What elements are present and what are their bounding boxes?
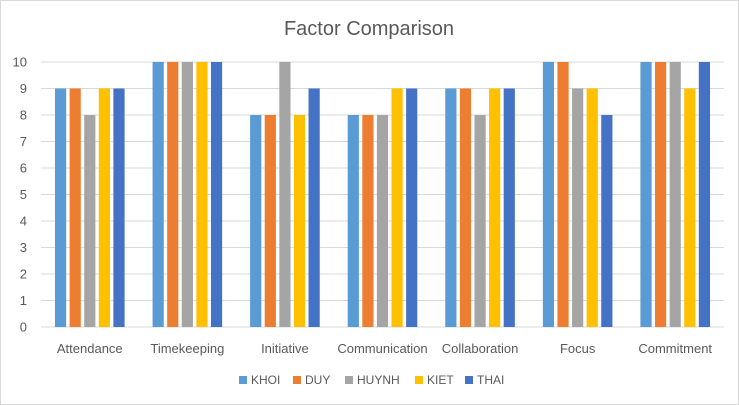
legend-label: THAI: [477, 373, 504, 387]
x-category-label: Focus: [560, 341, 596, 356]
bar-huynh-commitment: [669, 62, 681, 327]
legend-swatch: [293, 376, 301, 384]
x-category-label: Commitment: [638, 341, 712, 356]
chart-title: Factor Comparison: [284, 18, 454, 40]
bar-kiet-focus: [586, 88, 598, 327]
legend-swatch: [345, 376, 353, 384]
y-tick-label: 9: [20, 81, 27, 96]
x-category-label: Initiative: [261, 341, 309, 356]
legend-label: KIET: [427, 373, 454, 387]
bar-huynh-collaboration: [474, 115, 486, 327]
legend-swatch: [239, 376, 247, 384]
bar-duy-timekeeping: [167, 62, 179, 327]
legend-swatch: [415, 376, 423, 384]
bar-khoi-timekeeping: [152, 62, 164, 327]
bar-thai-communication: [406, 88, 418, 327]
bar-kiet-attendance: [98, 88, 110, 327]
bar-duy-initiative: [264, 115, 276, 327]
legend-label: KHOI: [251, 373, 280, 387]
legend: KHOI DUY HUYNH KIET THAI: [239, 373, 504, 387]
bar-duy-attendance: [69, 88, 81, 327]
bar-khoi-commitment: [640, 62, 652, 327]
bar-huynh-initiative: [279, 62, 291, 327]
y-tick-label: 6: [20, 161, 27, 176]
y-axis-ticks: 0 1 2 3 4 5 6 7 8 9 10: [13, 55, 27, 335]
bar-khoi-attendance: [54, 88, 67, 327]
bar-thai-timekeeping: [210, 62, 223, 327]
y-tick-label: 4: [20, 214, 27, 229]
y-tick-label: 8: [20, 108, 27, 123]
bar-khoi-focus: [542, 62, 555, 327]
bar-khoi-collaboration: [445, 88, 457, 327]
bar-thai-focus: [601, 115, 613, 327]
bar-huynh-timekeeping: [181, 62, 193, 327]
y-tick-label: 7: [20, 134, 27, 149]
bar-duy-focus: [557, 62, 569, 327]
bar-kiet-communication: [391, 88, 403, 327]
bar-thai-collaboration: [503, 88, 515, 327]
legend-label: HUYNH: [357, 373, 400, 387]
bar-thai-commitment: [698, 62, 711, 327]
bar-khoi-initiative: [250, 115, 262, 327]
y-tick-label: 2: [20, 267, 27, 282]
x-category-label: Timekeeping: [150, 341, 224, 356]
y-tick-label: 1: [20, 293, 27, 308]
legend-swatch: [465, 376, 473, 384]
bar-kiet-commitment: [684, 88, 696, 327]
x-category-label: Collaboration: [442, 341, 519, 356]
bar-huynh-attendance: [84, 115, 96, 327]
bar-huynh-focus: [572, 88, 584, 327]
bar-khoi-communication: [347, 115, 359, 327]
bar-kiet-initiative: [293, 115, 306, 327]
bar-kiet-timekeeping: [196, 62, 208, 327]
x-axis-categories: Attendance Timekeeping Initiative Communica…: [57, 341, 713, 356]
y-tick-label: 3: [20, 240, 27, 255]
y-tick-label: 5: [20, 187, 27, 202]
x-category-label: Attendance: [57, 341, 123, 356]
bar-huynh-communication: [376, 115, 389, 327]
x-category-label: Communication: [337, 341, 427, 356]
bar-thai-initiative: [308, 88, 320, 327]
bar-duy-collaboration: [459, 88, 472, 327]
bars: [54, 62, 711, 327]
bar-thai-attendance: [113, 88, 125, 327]
bar-duy-communication: [362, 115, 374, 327]
y-tick-label: 0: [20, 320, 27, 335]
bar-duy-commitment: [655, 62, 667, 327]
bar-kiet-collaboration: [489, 88, 501, 327]
y-tick-label: 10: [13, 55, 27, 70]
legend-label: DUY: [305, 373, 330, 387]
